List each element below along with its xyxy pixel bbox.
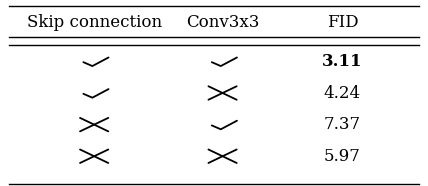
Text: 3.11: 3.11 xyxy=(322,53,363,70)
Text: Conv3x3: Conv3x3 xyxy=(186,14,259,31)
Text: FID: FID xyxy=(327,14,358,31)
Text: 5.97: 5.97 xyxy=(324,148,361,165)
Text: Skip connection: Skip connection xyxy=(27,14,162,31)
Text: 4.24: 4.24 xyxy=(324,84,361,102)
Text: 7.37: 7.37 xyxy=(324,116,361,133)
